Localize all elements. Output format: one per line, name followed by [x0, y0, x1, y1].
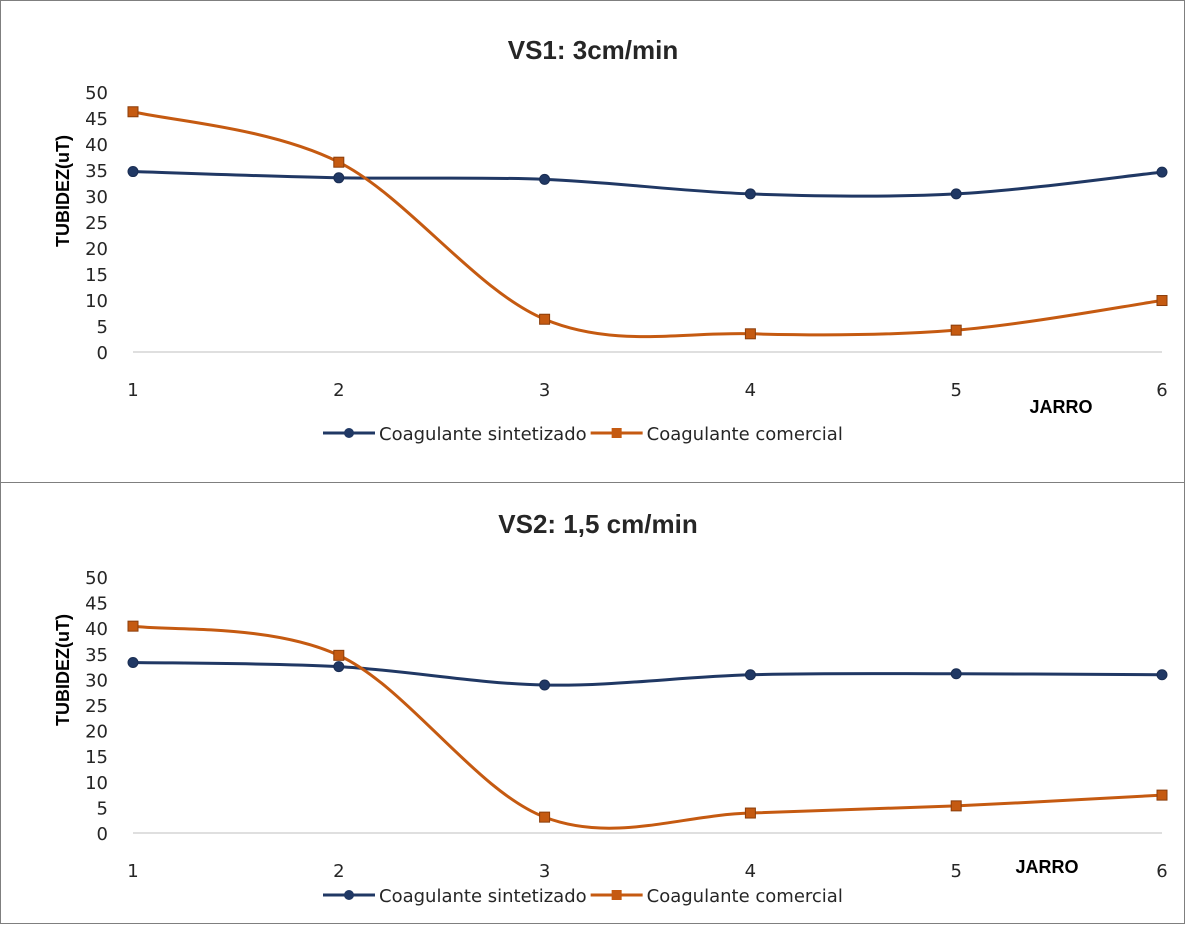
- y-tick-label: 15: [85, 747, 108, 768]
- x-tick-label: 2: [333, 861, 344, 882]
- data-point-marker: [539, 679, 551, 691]
- data-point-marker: [539, 811, 551, 823]
- data-point-marker: [333, 661, 345, 673]
- chart-panel-vs2: VS2: 1,5 cm/min TUBIDEZ(uT) JARRO 0 5 10 15…: [0, 482, 1185, 924]
- series-line-2: [131, 110, 1164, 339]
- legend: Coagulante sintetizado Coagulante comerci…: [323, 424, 843, 445]
- y-tick-label: 25: [85, 213, 108, 234]
- data-point-marker: [950, 324, 962, 336]
- y-tick-label: 10: [85, 291, 108, 312]
- x-tick-label: 5: [950, 861, 961, 882]
- data-point-marker: [950, 800, 962, 812]
- legend-label: Coagulante sintetizado: [379, 886, 587, 907]
- data-point-marker: [1156, 669, 1168, 681]
- data-point-marker: [1156, 789, 1168, 801]
- legend-marker: [611, 890, 622, 900]
- y-tick-label: 35: [85, 161, 108, 182]
- x-tick-label: 3: [539, 861, 550, 882]
- x-axis-label: JARRO: [1029, 397, 1092, 417]
- y-axis-label: TUBIDEZ(uT): [53, 135, 73, 247]
- legend-label: Coagulante sintetizado: [379, 424, 587, 445]
- legend-label: Coagulante comercial: [647, 886, 843, 907]
- y-ticks: 0 5 10 15 20 25 30 35 40 45 50: [85, 568, 108, 845]
- data-point-marker: [744, 807, 756, 819]
- y-tick-label: 45: [85, 594, 108, 615]
- data-point-marker: [333, 172, 345, 184]
- series-layer: [127, 106, 1168, 340]
- legend-item-2: Coagulante comercial: [590, 886, 843, 907]
- data-point-marker: [950, 188, 962, 200]
- data-point-marker: [744, 188, 756, 200]
- legend-marker: [344, 428, 354, 438]
- y-tick-label: 50: [85, 568, 108, 589]
- series-line-1: [131, 170, 1164, 198]
- data-point-marker: [127, 106, 139, 118]
- y-tick-label: 20: [85, 239, 108, 260]
- data-point-marker: [333, 649, 345, 661]
- legend-item-1: Coagulante sintetizado: [323, 886, 587, 907]
- y-tick-label: 25: [85, 696, 108, 717]
- y-tick-label: 50: [85, 83, 108, 104]
- x-tick-label: 6: [1156, 380, 1167, 401]
- x-tick-label: 4: [745, 861, 756, 882]
- data-point-marker: [744, 669, 756, 681]
- x-tick-label: 5: [950, 380, 961, 401]
- data-point-marker: [1156, 295, 1168, 307]
- data-point-marker: [539, 313, 551, 325]
- series-line-1: [131, 661, 1164, 687]
- chart-title: VS2: 1,5 cm/min: [498, 509, 697, 539]
- data-point-marker: [744, 328, 756, 340]
- y-tick-label: 45: [85, 109, 108, 130]
- legend-item-1: Coagulante sintetizado: [323, 424, 587, 445]
- data-point-marker: [127, 657, 139, 669]
- y-tick-label: 35: [85, 645, 108, 666]
- y-tick-label: 20: [85, 722, 108, 743]
- y-tick-label: 0: [97, 343, 108, 364]
- x-tick-label: 6: [1156, 861, 1167, 882]
- data-point-marker: [127, 166, 139, 178]
- data-point-marker: [950, 668, 962, 680]
- legend-label: Coagulante comercial: [647, 424, 843, 445]
- y-tick-label: 0: [97, 824, 108, 845]
- x-tick-label: 3: [539, 380, 550, 401]
- data-point-marker: [539, 173, 551, 185]
- y-axis-label: TUBIDEZ(uT): [53, 614, 73, 726]
- x-tick-label: 1: [127, 861, 138, 882]
- data-point-marker: [127, 620, 139, 632]
- series-layer: [127, 620, 1168, 830]
- y-tick-label: 15: [85, 265, 108, 286]
- chart-panel-vs1: VS1: 3cm/min TUBIDEZ(uT) JARRO 0 5 10 15 20 2…: [0, 0, 1185, 483]
- y-tick-label: 5: [97, 317, 108, 338]
- legend-marker: [611, 428, 622, 438]
- data-point-marker: [1156, 166, 1168, 178]
- x-ticks: 1 2 3 4 5 6: [127, 861, 1167, 882]
- legend-marker: [344, 890, 354, 900]
- x-tick-label: 4: [745, 380, 756, 401]
- series-line-2: [131, 624, 1164, 830]
- y-tick-label: 5: [97, 798, 108, 819]
- chart-svg-vs1: VS1: 3cm/min TUBIDEZ(uT) JARRO 051015202…: [53, 35, 1168, 445]
- y-tick-label: 40: [85, 619, 108, 640]
- y-ticks: 0 5 10 15 20 25 30 35 40 45 50: [85, 83, 108, 364]
- y-tick-label: 10: [85, 773, 108, 794]
- y-tick-label: 30: [85, 187, 108, 208]
- legend: Coagulante sintetizado Coagulante comerci…: [323, 886, 843, 907]
- legend-item-2: Coagulante comercial: [590, 424, 843, 445]
- chart-title: VS1: 3cm/min: [508, 35, 679, 65]
- x-axis-label: JARRO: [1015, 857, 1078, 877]
- chart-svg-vs2: VS2: 1,5 cm/min TUBIDEZ(uT) JARRO 051015…: [53, 509, 1168, 907]
- x-tick-label: 2: [333, 380, 344, 401]
- x-tick-label: 1: [127, 380, 138, 401]
- data-point-marker: [333, 156, 345, 168]
- x-ticks: 1 2 3 4 5 6: [127, 380, 1167, 401]
- y-tick-label: 30: [85, 670, 108, 691]
- y-tick-label: 40: [85, 135, 108, 156]
